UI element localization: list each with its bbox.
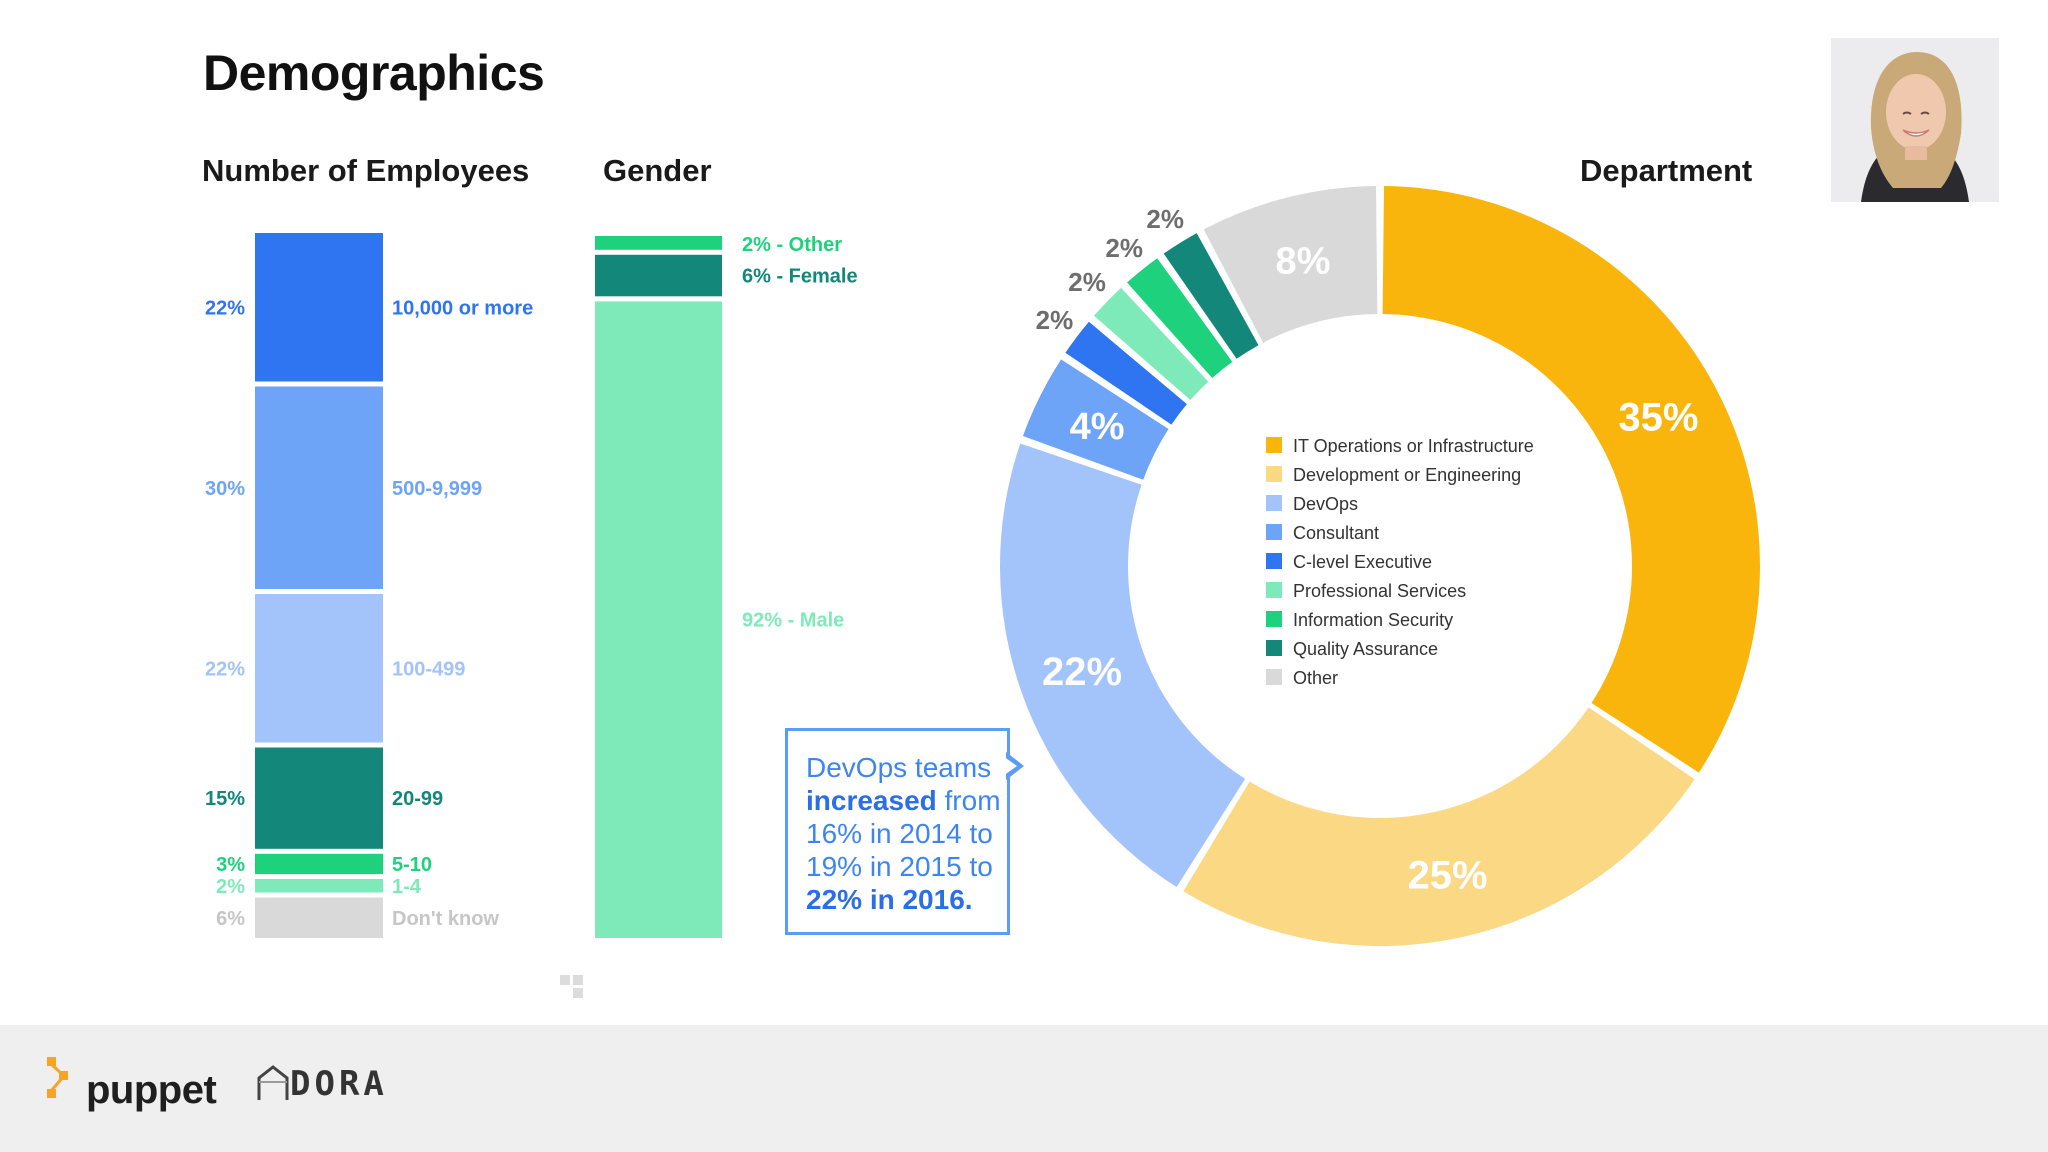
devops-callout: DevOps teams increased from 16% in 2014 … bbox=[785, 728, 1010, 935]
employees-bar-10-000-or-more bbox=[255, 233, 383, 382]
employees-bar-don-t-know bbox=[255, 897, 383, 938]
gender-bar-male bbox=[595, 301, 722, 938]
callout-pointer bbox=[1003, 752, 1024, 780]
legend-item: C-level Executive bbox=[1293, 552, 1432, 572]
legend-swatch bbox=[1266, 669, 1282, 685]
donut-slice-other bbox=[1203, 186, 1378, 343]
employees-value-label: 30% bbox=[205, 478, 245, 500]
callout-line-3: 16% in 2014 to bbox=[806, 818, 993, 849]
dora-logo-text: DORA bbox=[290, 1064, 388, 1104]
employees-category-label: 1-4 bbox=[392, 876, 422, 898]
employees-bar-5-10 bbox=[255, 853, 383, 875]
employees-value-label: 22% bbox=[205, 297, 245, 319]
employees-category-label: 10,000 or more bbox=[392, 297, 533, 319]
employees-category-label: Don't know bbox=[392, 908, 499, 930]
footer-bar bbox=[0, 1025, 2048, 1152]
donut-slice-professional-services bbox=[1094, 287, 1209, 400]
employees-bar-1-4 bbox=[255, 879, 383, 893]
employees-category-label: 500-9,999 bbox=[392, 478, 482, 500]
gender-bar-female bbox=[595, 254, 722, 297]
department-chart-title: Department bbox=[1580, 153, 1753, 188]
legend-swatch bbox=[1266, 611, 1282, 627]
gender-chart-title: Gender bbox=[603, 153, 712, 188]
gender-label-female: 6% - Female bbox=[742, 266, 858, 288]
employees-value-label: 6% bbox=[216, 908, 245, 930]
employees-value-label: 22% bbox=[205, 658, 245, 680]
callout-line-5-bold: 22% in 2016. bbox=[806, 884, 973, 915]
presenter-avatar-icon bbox=[1831, 38, 1999, 202]
legend-item: Professional Services bbox=[1293, 581, 1466, 601]
employees-chart-title: Number of Employees bbox=[202, 153, 530, 188]
legend-swatch bbox=[1266, 553, 1282, 569]
legend-swatch bbox=[1266, 524, 1282, 540]
legend-swatch bbox=[1266, 466, 1282, 482]
donut-slice-development-or-engineering bbox=[1183, 707, 1695, 947]
legend-swatch bbox=[1266, 437, 1282, 453]
puppet-logo-icon bbox=[47, 1057, 68, 1098]
presenter-photo bbox=[1831, 38, 1999, 202]
employees-category-label: 20-99 bbox=[392, 788, 443, 810]
donut-outer-value-label: 2% bbox=[1105, 233, 1143, 263]
callout-line-2-bold: increased bbox=[806, 785, 937, 816]
gender-label-other: 2% - Other bbox=[742, 234, 842, 256]
donut-slice-it-operations-or-infrastructure bbox=[1382, 186, 1760, 773]
donut-value-label: 22% bbox=[1042, 650, 1122, 694]
page-title: Demographics bbox=[203, 45, 545, 101]
legend-item: Development or Engineering bbox=[1293, 465, 1521, 485]
legend-swatch bbox=[1266, 640, 1282, 656]
donut-outer-value-label: 2% bbox=[1146, 204, 1184, 234]
legend-item: Information Security bbox=[1293, 610, 1453, 630]
employees-bar-500-9-999 bbox=[255, 386, 383, 589]
callout-line-4: 19% in 2015 to bbox=[806, 851, 993, 882]
donut-value-label: 35% bbox=[1618, 396, 1698, 440]
gender-label-male: 92% - Male bbox=[742, 610, 844, 632]
gender-bar-other bbox=[595, 236, 722, 250]
employees-category-label: 5-10 bbox=[392, 854, 432, 876]
legend-item: Consultant bbox=[1293, 523, 1379, 543]
donut-outer-value-label: 2% bbox=[1068, 267, 1106, 297]
legend-swatch bbox=[1266, 495, 1282, 511]
puppet-logo-text: puppet bbox=[86, 1068, 217, 1112]
legend-item: Quality Assurance bbox=[1293, 639, 1438, 659]
donut-value-label: 8% bbox=[1275, 241, 1330, 283]
donut-slice-devops bbox=[1000, 443, 1246, 887]
donut-slice-information-security bbox=[1127, 258, 1233, 378]
slide: Demographics Number of Employees Gender … bbox=[202, 38, 1999, 998]
charts-canvas: 22% 10,000 or more 30% 500-9,999 22% 100-499 1… bbox=[205, 186, 1760, 947]
donut-outer-value-label: 2% bbox=[1036, 305, 1074, 335]
employees-value-label: 3% bbox=[216, 854, 245, 876]
employees-value-label: 15% bbox=[205, 788, 245, 810]
donut-slice-quality-assurance bbox=[1163, 233, 1259, 359]
employees-category-label: 100-499 bbox=[392, 658, 465, 680]
donut-value-label: 4% bbox=[1070, 406, 1125, 448]
legend-item: IT Operations or Infrastructure bbox=[1293, 436, 1534, 456]
employees-bar-100-499 bbox=[255, 594, 383, 743]
donut-slice-consultant bbox=[1022, 359, 1169, 480]
handle-dots-icon bbox=[560, 975, 583, 998]
callout-line-2-rest: from bbox=[936, 785, 1001, 816]
legend-swatch bbox=[1266, 582, 1282, 598]
donut-value-label: 25% bbox=[1408, 854, 1488, 898]
employees-bar-20-99 bbox=[255, 747, 383, 849]
employees-value-label: 2% bbox=[216, 876, 245, 898]
dora-house-icon bbox=[257, 1065, 289, 1100]
legend-item: Other bbox=[1293, 668, 1338, 688]
legend-item: DevOps bbox=[1293, 494, 1358, 514]
callout-line-1: DevOps teams bbox=[806, 752, 992, 783]
donut-slice-c-level-executive bbox=[1065, 321, 1187, 425]
